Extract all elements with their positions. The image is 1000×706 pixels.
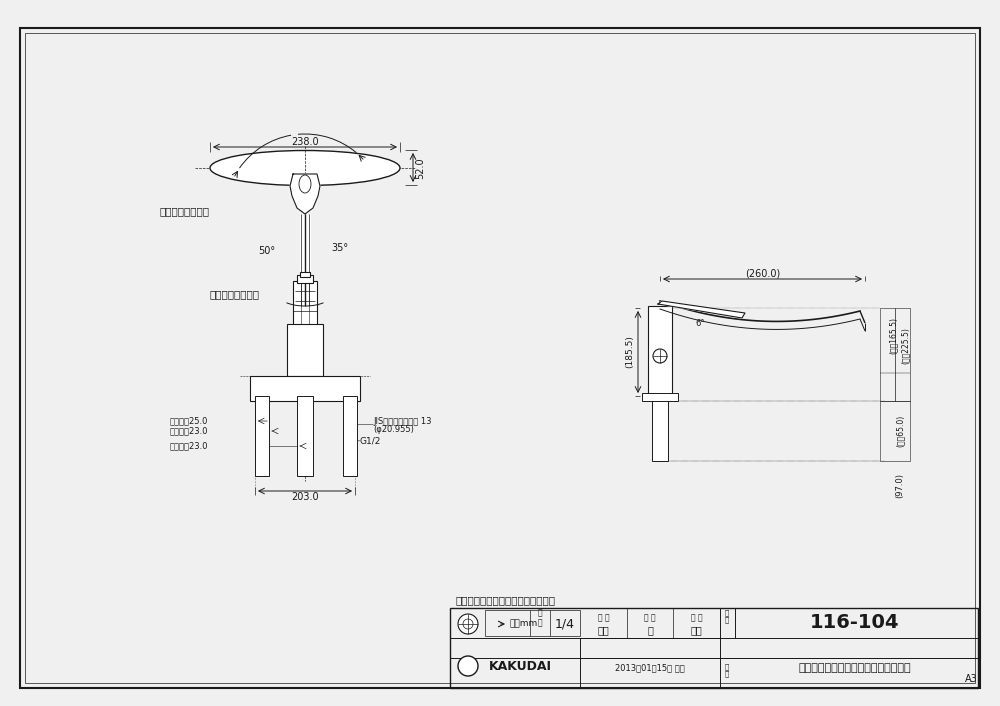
Text: 2013年01月15日 作成: 2013年01月15日 作成 [615,664,685,673]
Text: 尺
度: 尺 度 [538,609,542,628]
Text: 品
番: 品 番 [725,609,729,623]
Text: (185.5): (185.5) [626,335,635,369]
Text: K: K [464,661,472,671]
Text: 50°: 50° [258,246,276,256]
Text: ハンドル回転角度: ハンドル回転角度 [160,206,210,216]
Text: 6°: 6° [695,318,705,328]
Text: (六角65.0): (六角65.0) [896,415,904,447]
Text: 製 図: 製 図 [598,614,609,623]
Text: 大石: 大石 [597,625,609,635]
Bar [255,396,269,476]
Bar [293,281,317,326]
Bar [652,396,668,461]
Text: 林: 林 [647,625,653,635]
Text: 35°: 35° [331,243,349,253]
Bar [250,376,360,401]
Ellipse shape [299,175,311,193]
Text: 棚田: 棚田 [691,625,703,635]
Text: スパウト回転角度: スパウト回転角度 [210,289,260,299]
Text: KAKUDAI: KAKUDAI [488,659,552,673]
Circle shape [463,619,473,629]
Circle shape [458,656,478,676]
Bar [648,306,672,396]
Text: 注：（）内寸法は参考寸法である。: 注：（）内寸法は参考寸法である。 [455,595,555,605]
Bar [287,324,323,376]
Polygon shape [658,301,745,318]
Text: 203.0: 203.0 [291,492,319,502]
Text: 六角対辺23.0: 六角対辺23.0 [170,441,208,450]
Bar [485,610,580,636]
Bar [880,401,910,461]
Text: 238.0: 238.0 [291,137,319,147]
Text: 360°: 360° [296,303,320,313]
Text: A3: A3 [965,674,978,684]
Text: 1/4: 1/4 [555,618,575,630]
Text: JIS給水栃取付ねじ 13: JIS給水栃取付ねじ 13 [373,417,432,426]
Bar [880,308,910,401]
Text: 検 図: 検 図 [644,614,656,623]
Circle shape [653,349,667,363]
Text: シングルレバー混合栓（分水孔つき）: シングルレバー混合栓（分水孔つき） [799,663,911,673]
Text: (260.0): (260.0) [745,268,780,278]
Text: 六角対辺23.0: 六角対辺23.0 [170,426,208,436]
Text: G1/2: G1/2 [360,436,381,445]
Text: 承 認: 承 認 [691,614,702,623]
Text: 単位mm: 単位mm [510,619,538,628]
Text: (97.0): (97.0) [896,474,904,498]
Bar [300,272,310,277]
Text: (全長225.5): (全長225.5) [900,328,910,364]
Circle shape [458,614,478,634]
Text: (内寯165.5): (内寯165.5) [889,318,898,354]
Bar [297,275,313,283]
Text: 六角対辺25.0: 六角対辺25.0 [170,417,208,426]
Bar [642,393,678,401]
Text: 品
名: 品 名 [725,663,729,677]
Text: 116-104: 116-104 [810,614,900,633]
Bar [297,396,313,476]
Ellipse shape [210,150,400,186]
Bar [343,396,357,476]
Bar [450,608,978,688]
Polygon shape [290,174,320,214]
Text: 52.0: 52.0 [415,157,425,179]
Text: (φ20.955): (φ20.955) [373,424,414,433]
